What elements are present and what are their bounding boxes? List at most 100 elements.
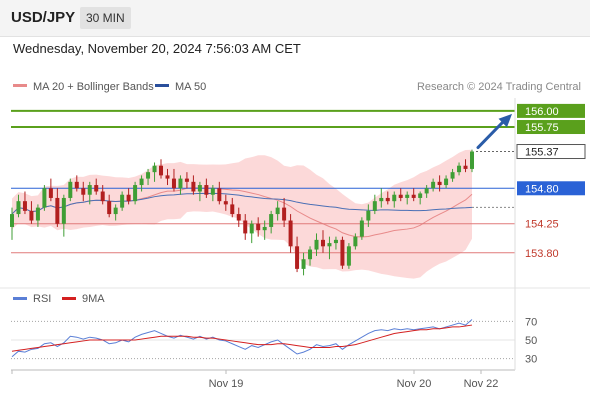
candle-body — [288, 220, 293, 247]
credit-text: Research © 2024 Trading Central — [417, 81, 581, 93]
candle-body — [74, 181, 79, 189]
candle-body — [29, 210, 34, 221]
support-label-box — [517, 245, 585, 260]
candle-body — [48, 188, 53, 198]
candle-body — [320, 239, 325, 247]
candle-body — [275, 207, 280, 215]
candle-body — [431, 181, 436, 189]
candle-body — [35, 207, 40, 221]
candle-body — [392, 194, 397, 202]
last-price-label: 155.37 — [525, 147, 559, 159]
candle-body — [184, 178, 189, 182]
candle-body — [411, 194, 416, 198]
rsi-tick-label: 30 — [525, 354, 537, 366]
candle-body — [55, 197, 60, 224]
candle-body — [372, 201, 377, 211]
candle-body — [204, 185, 209, 195]
candle-body — [333, 239, 338, 244]
candle-body — [437, 181, 442, 186]
candle-body — [81, 188, 86, 195]
ma20-legend-label: MA 20 + Bollinger Bands — [33, 81, 154, 93]
candle-body — [346, 246, 351, 266]
ma50-line — [11, 192, 473, 215]
candle-body — [308, 249, 313, 260]
candle-body — [366, 210, 371, 221]
candle-body — [22, 201, 27, 211]
resistance-label: 156.00 — [525, 106, 559, 118]
candle-body — [295, 246, 300, 269]
candle-body — [133, 185, 138, 202]
candle-body — [171, 178, 176, 189]
x-axis: Nov 19 Nov 20 Nov 22 — [11, 370, 499, 390]
x-tick-label: Nov 19 — [209, 378, 244, 390]
candle-body — [159, 165, 164, 176]
candle-body — [262, 226, 267, 231]
last-price-label-box — [516, 144, 586, 160]
candle-body — [223, 201, 228, 205]
candle-body — [282, 207, 287, 221]
candle-body — [178, 178, 183, 189]
candle-body — [398, 194, 403, 198]
legend-rsi: RSI 9MA — [13, 293, 105, 305]
candle-body — [359, 220, 364, 237]
bollinger-bands — [11, 149, 473, 279]
resistance-label: 155.75 — [525, 122, 559, 134]
candle-body — [385, 197, 390, 202]
candle-body — [379, 197, 384, 202]
level-labels: 156.00 155.75 155.37 154.80 154.25 153.80 — [516, 103, 586, 260]
candle-body — [230, 204, 235, 215]
candle-body — [405, 194, 410, 198]
candle-body — [301, 259, 306, 269]
candle-body — [94, 185, 99, 192]
legend-top: MA 20 + Bollinger Bands MA 50 Research ©… — [13, 81, 581, 93]
pivot-label-box — [517, 181, 585, 196]
candle-body — [10, 214, 14, 227]
rsi-legend-swatch — [13, 297, 27, 300]
chart-datetime: Wednesday, November 20, 2024 7:56:03 AM … — [13, 41, 301, 56]
candle-body — [444, 178, 449, 186]
candle-body — [327, 243, 332, 247]
forecast-arrow-shaft — [476, 119, 506, 150]
candle-body — [146, 172, 151, 179]
candle-body — [152, 165, 157, 173]
candle-body — [165, 175, 170, 179]
candle-body — [120, 194, 125, 208]
rsi-tick-label: 50 — [525, 335, 537, 347]
overlay — [472, 113, 515, 208]
candle-body — [107, 201, 112, 215]
candle-body — [139, 178, 144, 186]
forecast-arrow-head — [498, 113, 512, 128]
support-label: 154.25 — [525, 219, 559, 231]
candle-body — [126, 194, 131, 202]
key-levels — [11, 109, 515, 254]
symbol-title: USD/JPY — [11, 9, 76, 26]
ma50-legend-label: MA 50 — [175, 81, 206, 93]
candle-body — [61, 197, 66, 224]
ma20-legend-swatch — [13, 84, 27, 87]
interval-button[interactable]: 30 MIN — [80, 7, 131, 29]
ma50-legend-swatch — [155, 84, 169, 87]
candle-body — [470, 151, 474, 169]
candle-body — [463, 165, 468, 169]
pivot-label: 154.80 — [525, 183, 559, 195]
candle-body — [236, 214, 241, 221]
candle-body — [243, 220, 248, 234]
candle-body — [340, 239, 345, 266]
candle-body — [314, 239, 319, 250]
x-tick-label: Nov 22 — [464, 378, 499, 390]
rsi-ma-legend-swatch — [62, 297, 76, 300]
candle-body — [210, 188, 215, 195]
candle-body — [256, 223, 261, 231]
candle-body — [418, 193, 423, 198]
rsi-ma-legend-label: 9MA — [82, 293, 105, 305]
rsi-tick-label: 70 — [525, 316, 537, 328]
rsi-panel: 70 50 30 — [11, 316, 537, 366]
candle-body — [269, 214, 274, 227]
candle-body — [87, 185, 92, 195]
candle-body — [42, 188, 47, 208]
candle-body — [197, 185, 202, 192]
candle-body — [16, 201, 21, 215]
candle-body — [191, 181, 196, 192]
x-tick-label: Nov 20 — [397, 378, 432, 390]
